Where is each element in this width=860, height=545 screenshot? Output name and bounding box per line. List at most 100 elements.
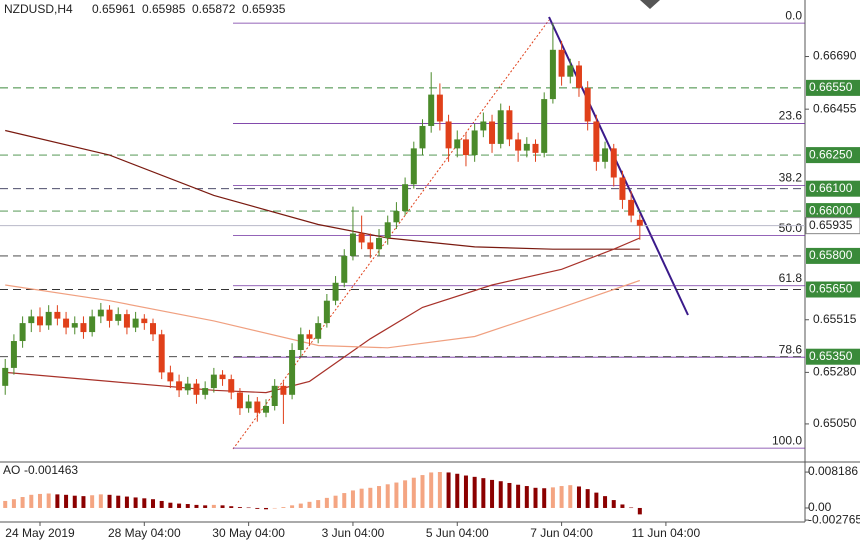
candle-body — [506, 110, 513, 140]
candle-body — [45, 311, 52, 326]
level-label: 0.65650 — [809, 282, 853, 296]
ao-bar — [350, 490, 355, 508]
x-tick-label: 5 Jun 04:00 — [426, 526, 489, 540]
level-box — [806, 247, 860, 264]
ao-value: -0.001463 — [24, 463, 78, 477]
candle-body — [341, 255, 348, 283]
ao-bar — [81, 496, 86, 508]
candle-body — [332, 282, 339, 301]
candle-body — [523, 143, 530, 151]
candle-body — [245, 401, 252, 409]
candle-body — [236, 392, 243, 409]
ao-bar — [333, 495, 338, 508]
y-tick-label: 0.66455 — [813, 101, 857, 115]
ao-bar — [524, 486, 529, 508]
ao-bar — [542, 488, 547, 508]
ao-bar — [194, 504, 199, 508]
ao-bar — [211, 504, 216, 508]
candle-body — [297, 334, 304, 350]
ao-bar — [142, 498, 147, 508]
ao-bar — [463, 475, 468, 508]
candle-body — [271, 385, 278, 406]
ao-bar — [307, 501, 312, 508]
high: 0.65985 — [142, 2, 186, 16]
fib-label: 50.0 — [779, 221, 803, 235]
candle-body — [219, 374, 226, 380]
candle-body — [436, 94, 443, 122]
ao-bar — [437, 472, 442, 508]
y-tick-label: 0.65050 — [813, 416, 857, 430]
ao-bar — [420, 475, 425, 508]
candle-body — [176, 381, 183, 391]
y-tick-label: 0.65280 — [813, 365, 857, 379]
level-label: 0.66550 — [809, 80, 853, 94]
candle-body — [445, 121, 452, 149]
ao-bar — [3, 500, 8, 508]
candle-body — [132, 318, 139, 328]
ao-tick-label: -0.002765 — [808, 512, 860, 526]
candle-body — [10, 341, 17, 368]
moving-average — [5, 279, 640, 349]
ao-bar — [46, 493, 51, 508]
candle-body — [567, 65, 574, 77]
level-box — [806, 79, 860, 96]
x-tick-label: 28 May 04:00 — [108, 526, 181, 540]
candle-body — [71, 323, 78, 328]
ao-tick-label: 0.008186 — [808, 464, 858, 478]
ao-bar — [255, 507, 260, 509]
level-label: 0.66100 — [809, 181, 853, 195]
candle-body — [54, 311, 61, 319]
ao-bar — [98, 494, 103, 508]
ao-bar — [324, 497, 329, 508]
ao-bar — [264, 507, 269, 510]
candle-body — [619, 177, 626, 200]
ao-bar — [368, 487, 373, 508]
candle-body — [575, 65, 582, 88]
candle-body — [36, 316, 43, 326]
close: 0.65935 — [242, 2, 286, 16]
candle-body — [428, 94, 435, 126]
ao-bar — [611, 500, 616, 508]
candle-body — [141, 318, 148, 324]
ao-bar — [533, 487, 538, 508]
price-label: 0.65935 — [809, 218, 853, 232]
candle-body — [106, 309, 113, 321]
price-box — [805, 217, 860, 235]
ao-bar — [316, 500, 321, 508]
x-tick-label: 30 May 04:00 — [212, 526, 285, 540]
candle-body — [358, 233, 365, 243]
ao-bar — [620, 504, 625, 508]
ao-bar — [20, 497, 25, 508]
candle-body — [228, 379, 235, 393]
ao-bar — [472, 476, 477, 508]
ao-bar — [229, 506, 234, 508]
ao-bar — [168, 502, 173, 508]
candle-body — [636, 219, 643, 226]
candle-body — [80, 323, 87, 333]
candle-body — [610, 148, 617, 178]
x-tick-label: 7 Jun 04:00 — [530, 526, 593, 540]
ao-bar — [385, 484, 390, 508]
ao-bar — [507, 482, 512, 508]
candle-body — [410, 148, 417, 185]
candle-body — [323, 300, 330, 324]
fib-label: 0.0 — [785, 8, 802, 22]
trend-line — [232, 19, 550, 450]
ao-bar — [403, 480, 408, 508]
candle-body — [150, 323, 157, 335]
ao-bar — [559, 486, 564, 508]
candle-body — [184, 383, 191, 391]
candle-body — [393, 211, 400, 223]
ao-bar — [124, 496, 129, 508]
fib-label: 100.0 — [772, 433, 802, 447]
candle-body — [515, 139, 522, 151]
candle-body — [558, 49, 565, 77]
candle-body — [306, 334, 313, 339]
ao-bar — [342, 493, 347, 508]
ao-name: AO — [3, 463, 20, 477]
candle-body — [402, 184, 409, 212]
ao-bar — [576, 486, 581, 508]
y-tick-label: 0.65515 — [813, 312, 857, 326]
